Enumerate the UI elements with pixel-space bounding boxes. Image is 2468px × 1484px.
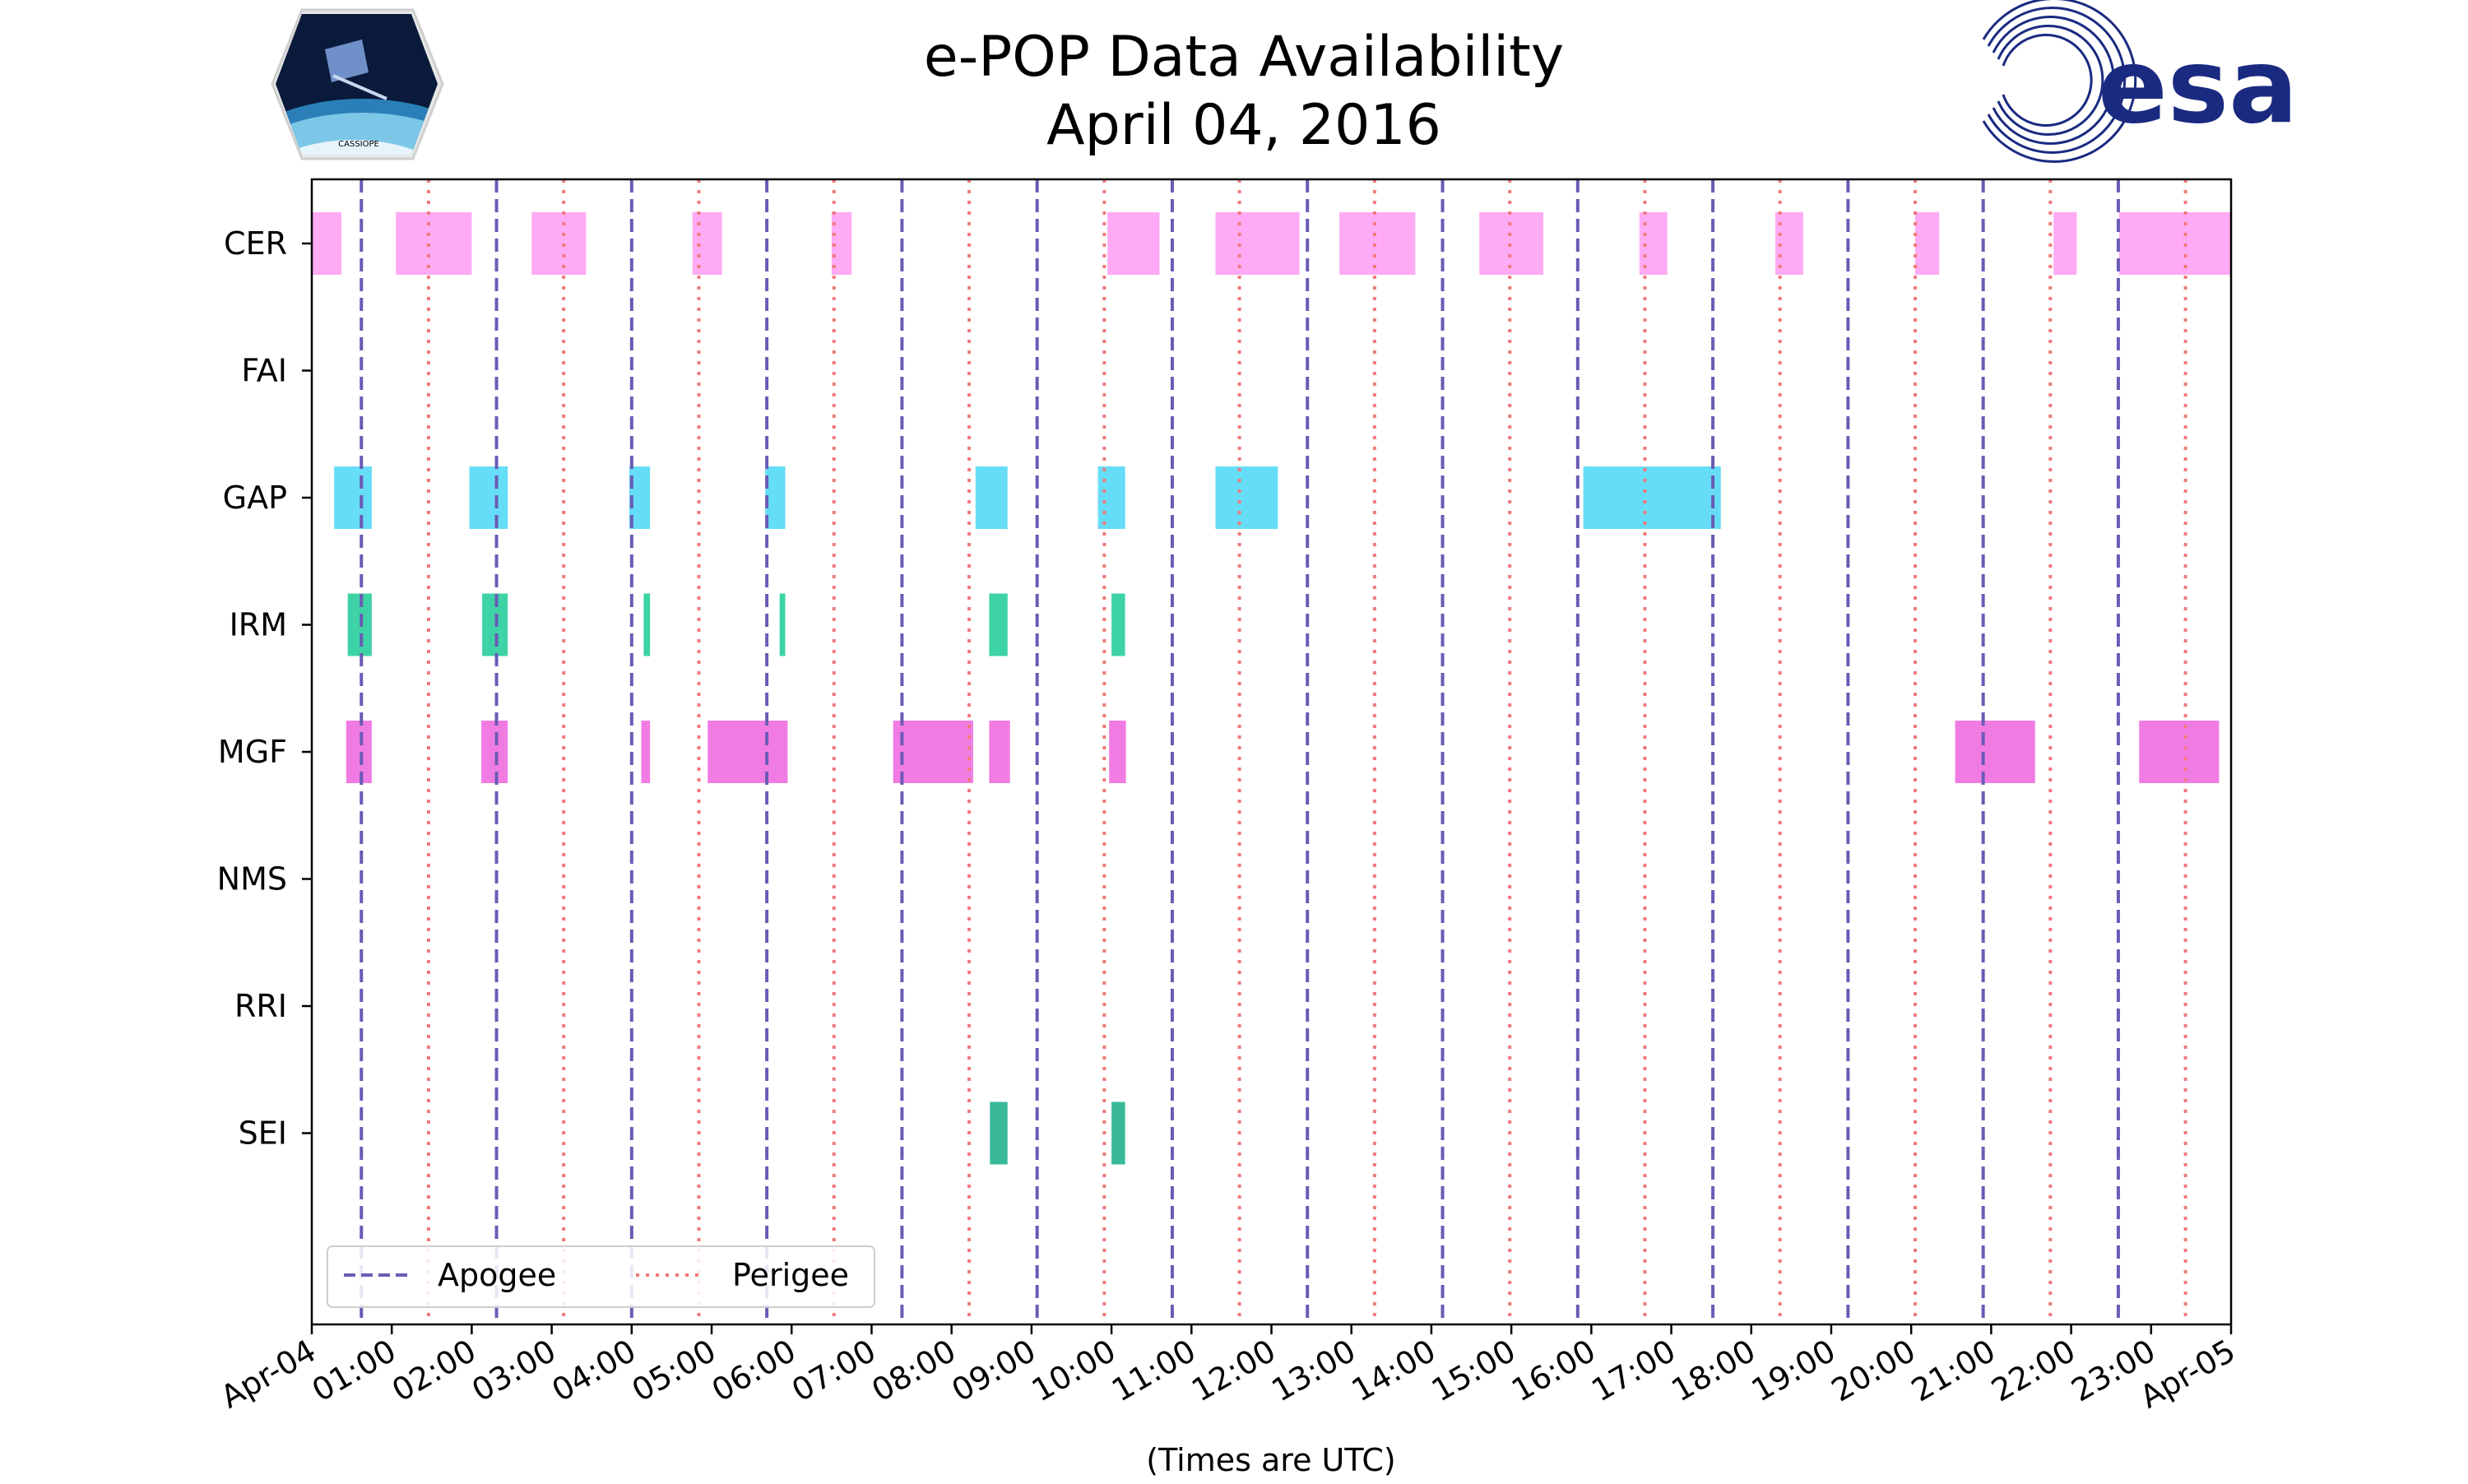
bar-gap-1 [469,466,508,529]
xtick-label-11: 11:00 [1106,1333,1202,1409]
bar-sei-1 [1111,1101,1125,1165]
plot-frame [310,178,2233,1326]
bar-cer-0 [312,212,341,275]
ytick-label-nms: NMS [217,861,287,897]
bar-gap-5 [1097,466,1125,529]
bar-mgf-4 [893,721,973,783]
bar-mgf-1 [481,721,508,783]
xtick-label-17: 17:00 [1585,1333,1682,1409]
xtick-label-5: 05:00 [626,1333,722,1409]
bar-mgf-8 [2139,721,2220,783]
xtick-label-0: Apr-04 [215,1333,322,1416]
bar-cer-7 [1339,212,1416,275]
xtick-label-20: 20:00 [1825,1333,1922,1409]
bar-cer-12 [2053,212,2077,275]
bar-irm-2 [643,593,651,656]
xtick-label-2: 02:00 [386,1333,482,1409]
esa-logo: esa [1982,0,2299,163]
vlines-layer [360,179,2187,1324]
xtick-label-4: 04:00 [545,1333,642,1409]
ytick-label-sei: SEI [239,1115,287,1152]
legend-perigee-label: Perigee [732,1257,849,1293]
xtick-label-1: 01:00 [306,1333,402,1409]
xtick-label-14: 14:00 [1346,1333,1442,1409]
xtick-label-18: 18:00 [1665,1333,1761,1409]
xtick-label-15: 15:00 [1426,1333,1522,1409]
bar-cer-1 [396,212,472,275]
bar-mgf-5 [989,721,1010,783]
bar-gap-3 [765,466,786,529]
chart-title-line-1: e-POP Data Availability [924,25,1564,90]
bar-cer-6 [1215,212,1300,275]
bar-mgf-7 [1955,721,2035,783]
xtick-label-22: 22:00 [1985,1333,2081,1409]
bar-cer-3 [692,212,722,275]
xticks-layer: Apr-0401:0002:0003:0004:0005:0006:0007:0… [215,1324,2242,1415]
yticks-layer: CER FAI GAP IRM MGF NMS RRI SEI [217,225,312,1152]
xtick-label-10: 10:00 [1026,1333,1122,1409]
x-axis-label: (Times are UTC) [1146,1442,1395,1478]
legend: Apogee Perigee [327,1245,875,1308]
ytick-label-cer: CER [224,225,287,262]
bar-irm-4 [989,593,1008,656]
xtick-label-13: 13:00 [1265,1333,1362,1409]
esa-logo-text: esa [2098,27,2299,146]
xtick-label-6: 06:00 [706,1333,802,1409]
bar-cer-13 [2118,212,2231,275]
bars-layer [312,212,2231,1165]
bar-cer-5 [1107,212,1160,275]
ytick-label-irm: IRM [230,607,287,643]
bar-cer-11 [1915,212,1940,275]
bar-gap-6 [1215,466,1278,529]
bar-mgf-0 [346,721,372,783]
bar-sei-0 [990,1101,1008,1165]
xtick-label-19: 19:00 [1746,1333,1842,1409]
xtick-label-7: 07:00 [786,1333,882,1409]
cassiope-logo-text: CASSIOPE [338,140,379,149]
legend-apogee-label: Apogee [438,1257,556,1293]
ytick-label-gap: GAP [223,480,287,516]
bar-gap-4 [975,466,1008,529]
xtick-label-12: 12:00 [1185,1333,1282,1409]
bar-gap-0 [334,466,372,529]
ytick-label-mgf: MGF [218,734,287,770]
xtick-label-3: 03:00 [466,1333,562,1409]
chart-title-line-2: April 04, 2016 [1046,93,1441,158]
xtick-label-21: 21:00 [1905,1333,2002,1409]
bar-mgf-6 [1109,721,1126,783]
ytick-label-fai: FAI [241,353,287,389]
xtick-label-9: 09:00 [946,1333,1042,1409]
legend-box [327,1245,875,1308]
bar-cer-2 [531,212,587,275]
bar-mgf-3 [707,721,788,783]
bar-irm-5 [1111,593,1125,656]
ytick-label-rri: RRI [234,988,287,1024]
xtick-label-16: 16:00 [1505,1333,1602,1409]
bar-mgf-2 [641,721,651,783]
xtick-label-8: 08:00 [865,1333,962,1409]
bar-gap-7 [1583,466,1721,529]
bar-irm-3 [779,593,786,656]
